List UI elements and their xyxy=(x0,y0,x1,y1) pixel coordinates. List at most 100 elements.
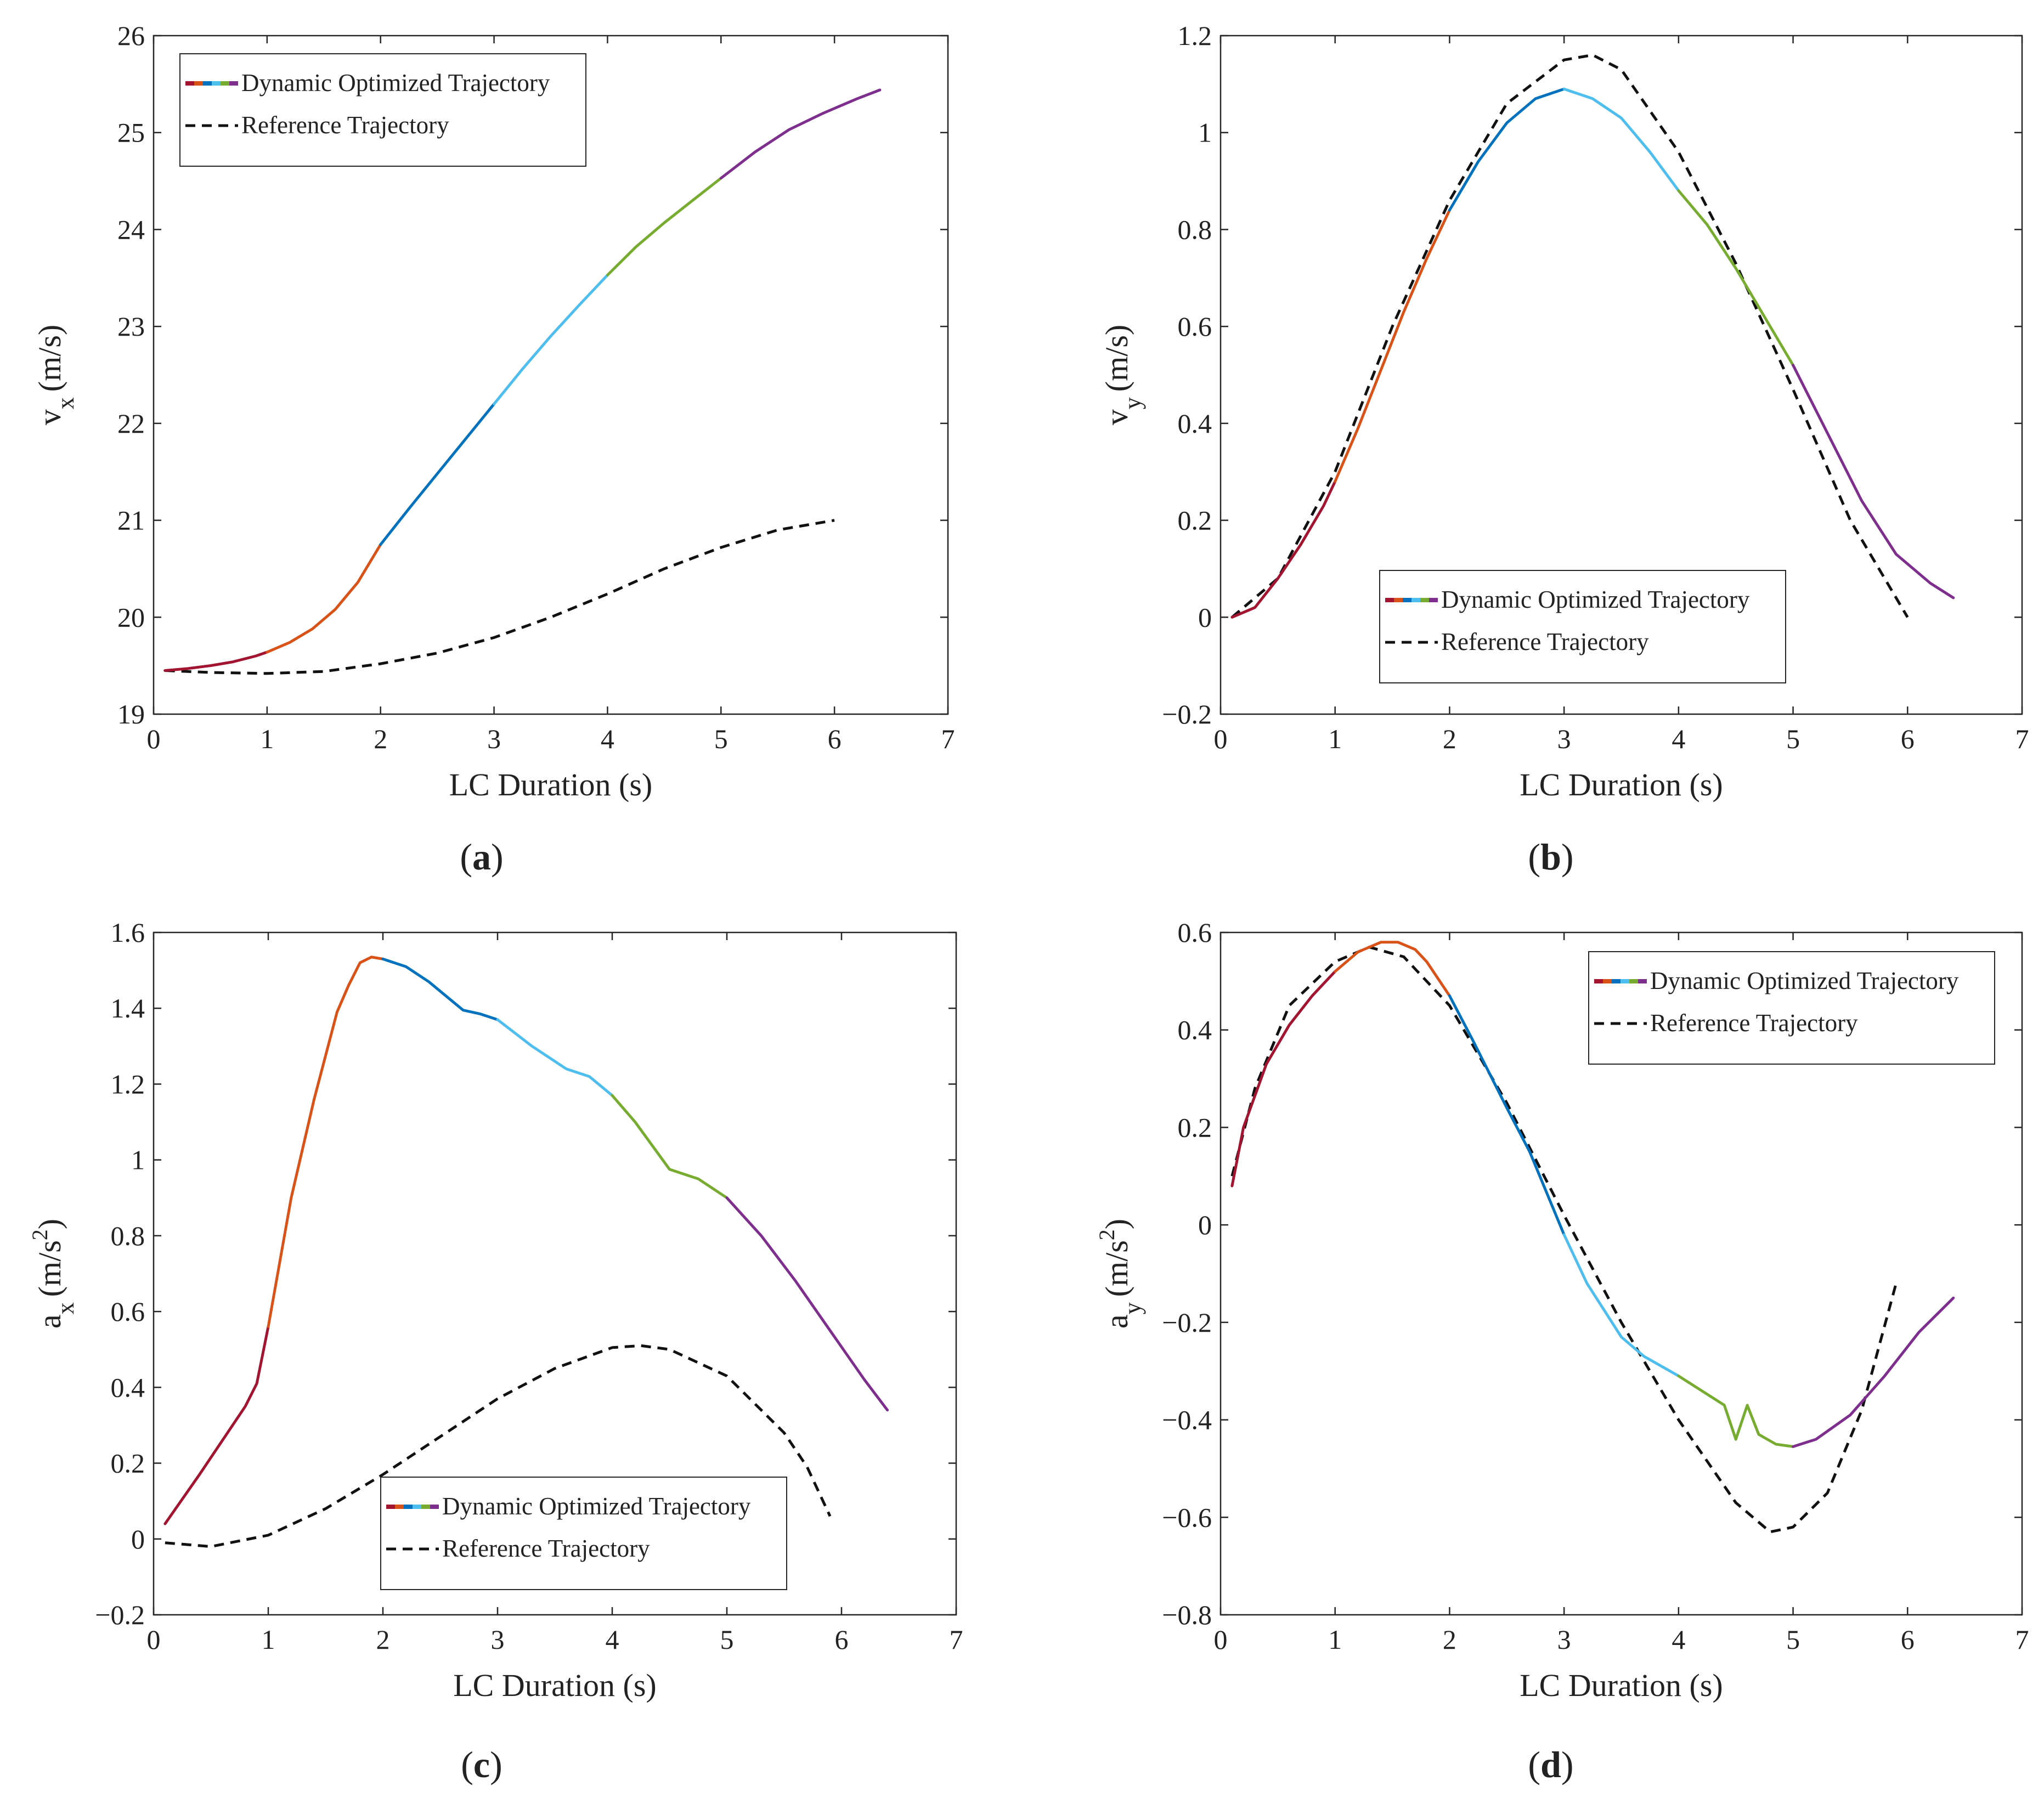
y-tick-label: 21 xyxy=(117,505,145,536)
y-axis-label-main: v xyxy=(1099,409,1134,425)
chart-panel-b: 0 1 2 3 4 5 6 7−0.200.20.40.60.811.2LC Duration… xyxy=(1099,20,2029,878)
y-axis-label-main: v xyxy=(32,409,67,425)
y-tick-label: 23 xyxy=(117,311,145,342)
y-axis-label-unit: (m/s xyxy=(32,1240,67,1297)
caption-close: ) xyxy=(491,836,504,878)
optimized-trajectory-segment-4 xyxy=(496,1018,614,1097)
y-tick-label: 1.2 xyxy=(1178,20,1212,51)
legend: Dynamic Optimized Trajectory Reference Tr… xyxy=(1379,570,1786,683)
y-tick-label: 0.4 xyxy=(111,1372,145,1403)
legend-box xyxy=(1379,570,1786,683)
legend-box xyxy=(1588,951,1995,1065)
caption-open: ( xyxy=(1528,836,1540,878)
x-tick-label: 4 xyxy=(606,1624,619,1655)
x-tick-label: 3 xyxy=(487,723,501,754)
x-tick-label: 2 xyxy=(1443,1624,1456,1655)
legend-box xyxy=(380,1477,787,1590)
y-tick-label: 22 xyxy=(117,408,145,439)
y-tick-label: −0.2 xyxy=(1162,699,1212,730)
x-tick-label: 5 xyxy=(1786,1624,1800,1655)
y-tick-label: 1 xyxy=(1198,117,1212,148)
optimized-trajectory-segment-5 xyxy=(606,177,722,276)
reference-trajectory-line xyxy=(1230,946,1898,1534)
x-tick-label: 0 xyxy=(1214,1624,1228,1655)
y-axis-label: ay (m/s2) xyxy=(1094,1219,1146,1328)
y-tick-label: 1.6 xyxy=(111,917,145,948)
x-tick-label: 1 xyxy=(262,1624,275,1655)
x-tick-label: 4 xyxy=(601,723,614,754)
y-tick-label: 0.4 xyxy=(1178,408,1212,439)
panel-caption: (b) xyxy=(1528,836,1573,878)
caption-open: ( xyxy=(460,836,472,878)
y-tick-label: −0.2 xyxy=(1162,1307,1212,1338)
reference-trajectory-line xyxy=(165,1344,832,1548)
y-axis-label-main: a xyxy=(32,1314,67,1328)
y-tick-label: 1.2 xyxy=(111,1068,145,1099)
x-tick-label: 3 xyxy=(1557,1624,1571,1655)
reference-trajectory-line xyxy=(1231,53,1909,619)
caption-letter: a xyxy=(472,836,491,878)
legend-label-reference: Reference Trajectory xyxy=(442,1535,650,1562)
plot-lines xyxy=(163,955,889,1548)
y-tick-label: 0.2 xyxy=(1178,505,1212,536)
legend: Dynamic Optimized Trajectory Reference Tr… xyxy=(179,53,586,167)
panel-caption: (d) xyxy=(1528,1744,1573,1785)
optimized-trajectory-segment-4 xyxy=(1562,1233,1680,1378)
y-axis-label: ax (m/s2) xyxy=(27,1219,79,1328)
x-axis-label: LC Duration (s) xyxy=(1520,767,1723,802)
y-tick-label: 0 xyxy=(131,1524,145,1554)
x-tick-label: 6 xyxy=(1901,723,1915,754)
optimized-trajectory-segment-1 xyxy=(163,651,269,672)
y-axis-label-subscript: x xyxy=(52,397,79,409)
y-axis-label-superscript: 2 xyxy=(1094,1229,1119,1240)
x-tick-label: 5 xyxy=(714,723,728,754)
legend-label-reference: Reference Trajectory xyxy=(241,111,449,139)
caption-open: ( xyxy=(461,1744,473,1785)
x-tick-label: 2 xyxy=(376,1624,390,1655)
y-tick-label: −0.4 xyxy=(1162,1405,1212,1435)
optimized-trajectory-segment-3 xyxy=(1448,994,1566,1236)
optimized-trajectory-segment-1 xyxy=(163,1325,270,1525)
y-tick-label: −0.8 xyxy=(1162,1599,1212,1630)
optimized-trajectory-segment-5 xyxy=(611,1094,729,1200)
x-axis-label: LC Duration (s) xyxy=(449,767,653,802)
x-tick-label: 2 xyxy=(374,723,387,754)
y-axis-label-superscript: 2 xyxy=(27,1229,52,1240)
x-tick-label: 1 xyxy=(260,723,274,754)
y-axis-label-unit: (m/s) xyxy=(1099,325,1134,392)
y-tick-label: 0.8 xyxy=(111,1220,145,1251)
x-axis-label: LC Duration (s) xyxy=(1520,1667,1723,1703)
legend: Dynamic Optimized Trajectory Reference Tr… xyxy=(380,1477,787,1590)
optimized-trajectory-segment-6 xyxy=(725,1196,889,1412)
y-tick-label: 1.4 xyxy=(111,993,145,1024)
x-tick-label: 0 xyxy=(147,1624,161,1655)
x-tick-label: 1 xyxy=(1328,1624,1342,1655)
optimized-trajectory-segment-4 xyxy=(1562,87,1680,193)
y-axis-label-unit: (m/s) xyxy=(32,325,67,392)
y-axis-label-main: a xyxy=(1099,1314,1134,1328)
optimized-trajectory-segment-3 xyxy=(379,403,496,546)
x-tick-label: 7 xyxy=(2015,1624,2029,1655)
y-tick-label: 0 xyxy=(1198,602,1212,632)
optimized-trajectory-segment-2 xyxy=(266,543,382,654)
optimized-trajectory-segment-6 xyxy=(719,88,882,180)
x-tick-label: 4 xyxy=(1672,723,1685,754)
y-tick-label: 0.2 xyxy=(111,1448,145,1479)
y-axis-label-unit: (m/s xyxy=(1099,1240,1134,1297)
legend-label-optimized: Dynamic Optimized Trajectory xyxy=(1650,967,1959,994)
x-tick-label: 3 xyxy=(1557,723,1571,754)
y-tick-label: 19 xyxy=(117,699,145,730)
x-tick-label: 7 xyxy=(941,723,955,754)
y-axis-label: vy (m/s) xyxy=(1099,325,1146,425)
y-tick-label: 0.6 xyxy=(111,1296,145,1327)
x-tick-label: 1 xyxy=(1328,723,1342,754)
caption-close: ) xyxy=(1561,836,1574,878)
x-tick-label: 6 xyxy=(835,1624,849,1655)
optimized-trajectory-segment-6 xyxy=(1792,364,1955,600)
x-tick-label: 2 xyxy=(1443,723,1456,754)
caption-open: ( xyxy=(1528,1744,1540,1785)
x-tick-label: 3 xyxy=(491,1624,505,1655)
